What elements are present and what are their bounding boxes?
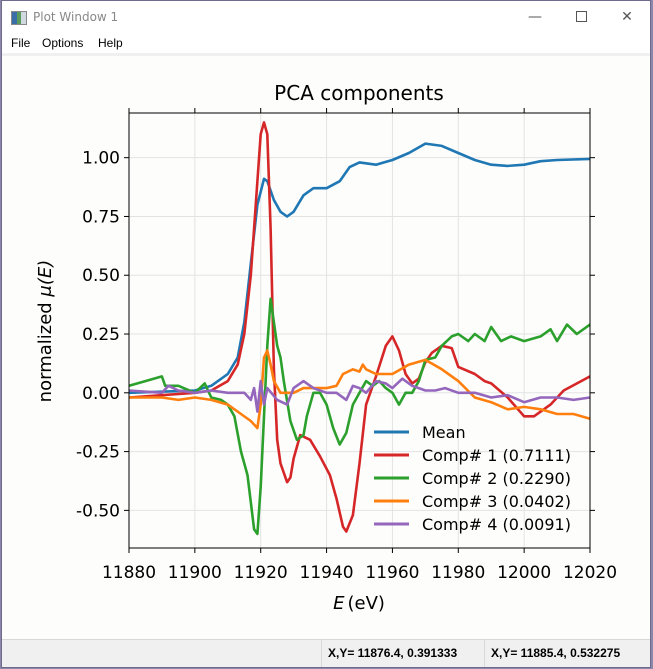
minimize-button[interactable]: — <box>512 1 558 32</box>
menu-bar: File Options Help <box>2 32 650 56</box>
y-tick-label: 0.25 <box>82 325 120 345</box>
x-tick-label: 11980 <box>431 563 485 583</box>
x-tick-label: 12020 <box>563 563 617 583</box>
series-line-comp4 <box>128 377 591 413</box>
cursor-readout-2: X,Y= 11885.4, 0.532275 <box>484 640 651 667</box>
minimize-icon: — <box>528 8 542 25</box>
title-bar: Plot Window 1 — ✕ <box>2 1 650 32</box>
cursor-readout-1: X,Y= 11876.4, 0.391333 <box>321 640 488 667</box>
y-tick-label: 0.00 <box>82 384 120 404</box>
legend-label: Comp# 2 (0.2290) <box>422 469 571 488</box>
y-tick-label: -0.25 <box>76 443 120 463</box>
x-tick-label: 12000 <box>497 563 551 583</box>
x-tick-label: 11900 <box>168 563 222 583</box>
y-tick-label: 0.75 <box>82 207 120 227</box>
legend-label: Comp# 3 (0.0402) <box>422 492 571 511</box>
y-tick-label: 0.50 <box>82 266 120 286</box>
x-tick-label: 11940 <box>300 563 354 583</box>
menu-help[interactable]: Help <box>98 36 123 50</box>
series-line-comp1 <box>128 121 591 533</box>
legend-label: Comp# 4 (0.0091) <box>422 515 571 534</box>
x-axis-label: E (eV) <box>333 593 385 614</box>
status-bar: X,Y= 11876.4, 0.391333 X,Y= 11885.4, 0.5… <box>2 639 650 667</box>
series-line-comp2 <box>128 297 591 536</box>
series-line-comp3 <box>129 349 591 430</box>
x-tick-label: 11920 <box>234 563 288 583</box>
maximize-icon <box>575 11 587 22</box>
legend-label: Comp# 1 (0.7111) <box>422 446 571 465</box>
menu-options[interactable]: Options <box>42 36 84 50</box>
legend-label: Mean <box>422 423 466 442</box>
menu-file[interactable]: File <box>11 36 31 50</box>
y-tick-label: -0.50 <box>76 501 120 521</box>
x-tick-label: 11960 <box>365 563 419 583</box>
y-axis-label: normalized μ(E) <box>35 260 56 403</box>
x-tick-label: 11880 <box>102 563 156 583</box>
axes-frame <box>128 112 591 549</box>
pca-plot[interactable]: PCA components 11880 11900 11920 11940 11960… <box>1 1 652 641</box>
maximize-button[interactable] <box>558 1 604 32</box>
close-icon: ✕ <box>621 8 633 25</box>
close-button[interactable]: ✕ <box>604 1 650 32</box>
series-line-mean <box>128 142 591 395</box>
chart-title: PCA components <box>274 81 444 105</box>
app-icon <box>11 11 27 25</box>
legend: Mean Comp# 1 (0.7111) Comp# 2 (0.2290) Comp… <box>374 423 571 534</box>
window-title: Plot Window 1 <box>33 10 119 24</box>
y-tick-label: 1.00 <box>82 149 120 169</box>
